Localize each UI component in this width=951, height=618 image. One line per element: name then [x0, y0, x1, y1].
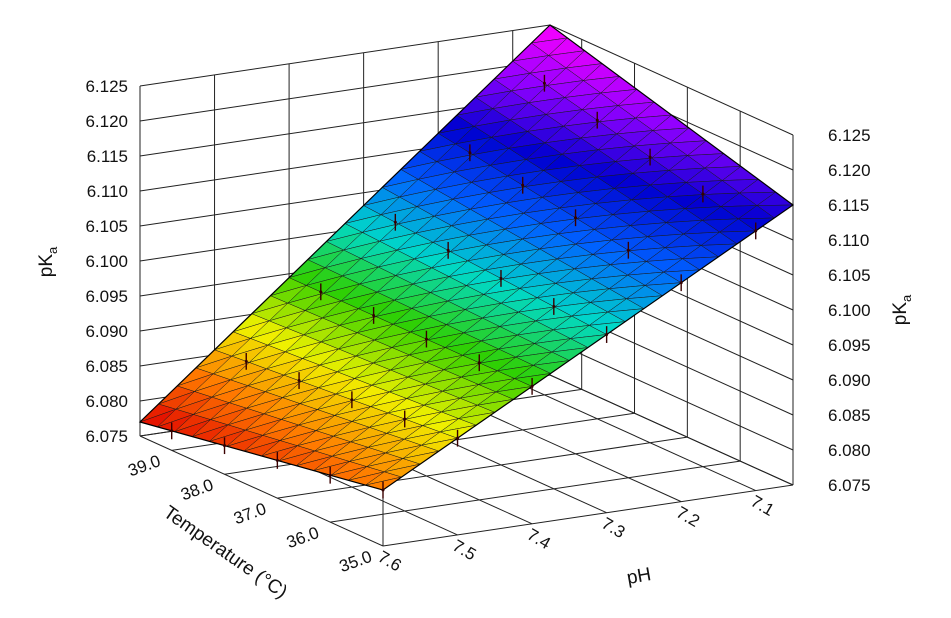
data-point [424, 337, 428, 341]
data-point [328, 473, 332, 477]
data-point [477, 361, 481, 365]
z-tick-label-right: 6.090 [828, 371, 871, 390]
floor-gridline [139, 435, 384, 547]
pka-axis-title-left: pKa [36, 246, 60, 277]
floor-gridline [549, 374, 794, 486]
data-point [403, 417, 407, 421]
z-tick-label-right: 6.095 [828, 336, 871, 355]
ph-tick-label: 7.3 [598, 514, 628, 542]
data-point [521, 183, 525, 187]
data-point [679, 281, 683, 285]
data-point [626, 248, 630, 252]
back-wall-gridline [139, 59, 551, 122]
floor-gridline [382, 484, 794, 547]
data-point [244, 359, 248, 363]
z-tick-label-left: 6.080 [85, 392, 128, 411]
z-tick-label-right: 6.075 [828, 476, 871, 495]
z-tick-label-right: 6.105 [828, 266, 871, 285]
side-wall-gridline [549, 24, 794, 136]
side-wall-gridline [549, 339, 794, 451]
z-tick-label-left: 6.110 [87, 182, 128, 201]
z-tick-label-right: 6.100 [828, 301, 871, 320]
data-point [754, 229, 758, 233]
ph-tick-label: 7.1 [747, 492, 777, 520]
data-point [552, 304, 556, 308]
data-point [350, 398, 354, 402]
ph-tick-label: 7.6 [375, 547, 405, 575]
z-tick-label-right: 6.080 [828, 441, 871, 460]
data-point [372, 313, 376, 317]
data-point [499, 276, 503, 280]
z-tick-label-left: 6.075 [85, 427, 128, 446]
floor-gridline [330, 460, 741, 523]
data-point [393, 220, 397, 224]
data-point [456, 436, 460, 440]
z-tick-label-left: 6.115 [87, 147, 128, 166]
data-point [468, 151, 472, 155]
data-point [605, 333, 609, 337]
z-tick-label-left: 6.120 [85, 112, 128, 131]
temperature-tick-label: 35.0 [337, 547, 375, 576]
temperature-tick-label: 36.0 [284, 523, 322, 552]
ph-axis-title: pH [625, 564, 653, 589]
ph-tick-label: 7.5 [449, 536, 479, 564]
surface-plot [138, 24, 795, 499]
temperature-tick-label: 37.0 [231, 499, 269, 528]
data-point [297, 379, 301, 383]
surface-outline [138, 24, 795, 491]
data-point [223, 444, 227, 448]
z-tick-label-right: 6.125 [828, 126, 871, 145]
floor-gridline [512, 380, 756, 492]
ph-tick-label: 7.4 [524, 525, 554, 553]
z-tick-label-left: 6.090 [85, 322, 128, 341]
data-point [701, 192, 705, 196]
data-point [381, 488, 385, 492]
data-point [648, 155, 652, 159]
pka-axis-title-right: pKa [890, 294, 914, 325]
data-point [275, 458, 279, 462]
z-tick-label-left: 6.125 [85, 77, 128, 96]
data-point [319, 290, 323, 294]
data-point [574, 216, 578, 220]
ph-tick-label: 7.2 [673, 503, 703, 531]
data-point [530, 384, 534, 388]
temperature-tick-label: 39.0 [125, 451, 163, 480]
temperature-tick-label: 38.0 [178, 475, 216, 504]
z-tick-label-left: 6.095 [85, 287, 128, 306]
data-point [595, 118, 599, 122]
z-tick-label-left: 6.100 [85, 252, 128, 271]
temperature-axis-title: Temperature (°C) [159, 502, 291, 603]
data-point [542, 81, 546, 85]
back-wall-gridline [139, 24, 551, 87]
z-tick-label-right: 6.110 [828, 231, 869, 250]
floor-gridline [277, 436, 688, 499]
z-tick-label-right: 6.120 [828, 161, 871, 180]
z-tick-label-right: 6.115 [828, 196, 869, 215]
data-point [170, 429, 174, 433]
z-tick-label-right: 6.085 [828, 406, 871, 425]
z-tick-label-left: 6.085 [85, 357, 128, 376]
z-tick-label-left: 6.105 [85, 217, 128, 236]
data-point [446, 248, 450, 252]
